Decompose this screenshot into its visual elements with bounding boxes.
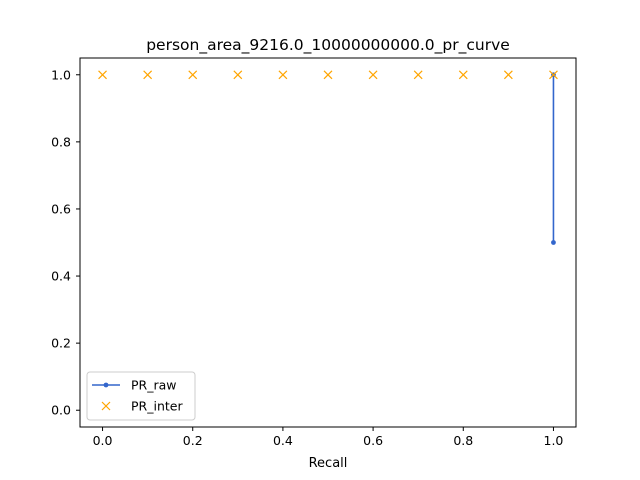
data-point-pr-inter — [549, 70, 558, 80]
legend-swatch-pr-raw-dot — [103, 382, 109, 388]
x-marker-stroke — [278, 70, 288, 80]
data-point-pr-inter — [143, 70, 153, 80]
x-marker-stroke — [368, 70, 378, 80]
legend-label-pr-inter: PR_inter — [131, 399, 183, 414]
axes-frame — [79, 57, 577, 428]
x-marker-stroke — [188, 70, 198, 80]
x-tick-label: 0.6 — [363, 433, 383, 448]
x-marker-stroke — [413, 70, 423, 80]
data-point-pr-inter — [233, 70, 243, 80]
y-tick-label: 0.8 — [51, 134, 71, 149]
data-point-pr-inter — [323, 70, 333, 80]
legend: PR_raw PR_inter — [86, 371, 196, 421]
x-marker-stroke — [458, 70, 468, 80]
x-tick-label: 0.0 — [93, 433, 113, 448]
data-point-pr-inter — [188, 70, 198, 80]
legend-swatch-pr-inter — [101, 401, 111, 411]
x-tick-label: 0.8 — [453, 433, 473, 448]
x-marker-stroke — [503, 70, 513, 80]
data-point-pr-inter — [503, 70, 513, 80]
x-tick-label: 0.4 — [273, 433, 293, 448]
chart-title: person_area_9216.0_10000000000.0_pr_curv… — [146, 36, 510, 55]
x-tick-label: 1.0 — [544, 433, 564, 448]
data-point-pr-inter — [278, 70, 288, 80]
y-tick-label: 0.2 — [51, 336, 71, 351]
data-point-pr-raw — [551, 240, 556, 245]
plot-area: 0.0 0.2 0.4 0.6 0.8 1.0 0.0 0.2 0.4 0.6 0.8 1.0 — [51, 57, 577, 448]
x-marker-stroke — [549, 70, 558, 80]
data-point-pr-inter — [368, 70, 378, 80]
legend-label-pr-raw: PR_raw — [131, 378, 177, 393]
y-tick-label: 1.0 — [51, 67, 71, 82]
y-tick-label: 0.6 — [51, 201, 71, 216]
x-marker-stroke — [101, 401, 111, 411]
x-marker-stroke — [233, 70, 243, 80]
data-point-pr-inter — [98, 70, 107, 80]
data-point-pr-inter — [413, 70, 423, 80]
y-tick-label: 0.4 — [51, 269, 71, 284]
data-point-pr-inter — [458, 70, 468, 80]
x-marker-stroke — [323, 70, 333, 80]
y-tick-label: 0.0 — [51, 403, 71, 418]
legend-frame — [86, 371, 196, 421]
x-marker-stroke — [143, 70, 153, 80]
x-tick-label: 0.2 — [183, 433, 203, 448]
x-axis-label: Recall — [309, 456, 348, 471]
x-marker-stroke — [98, 70, 107, 80]
